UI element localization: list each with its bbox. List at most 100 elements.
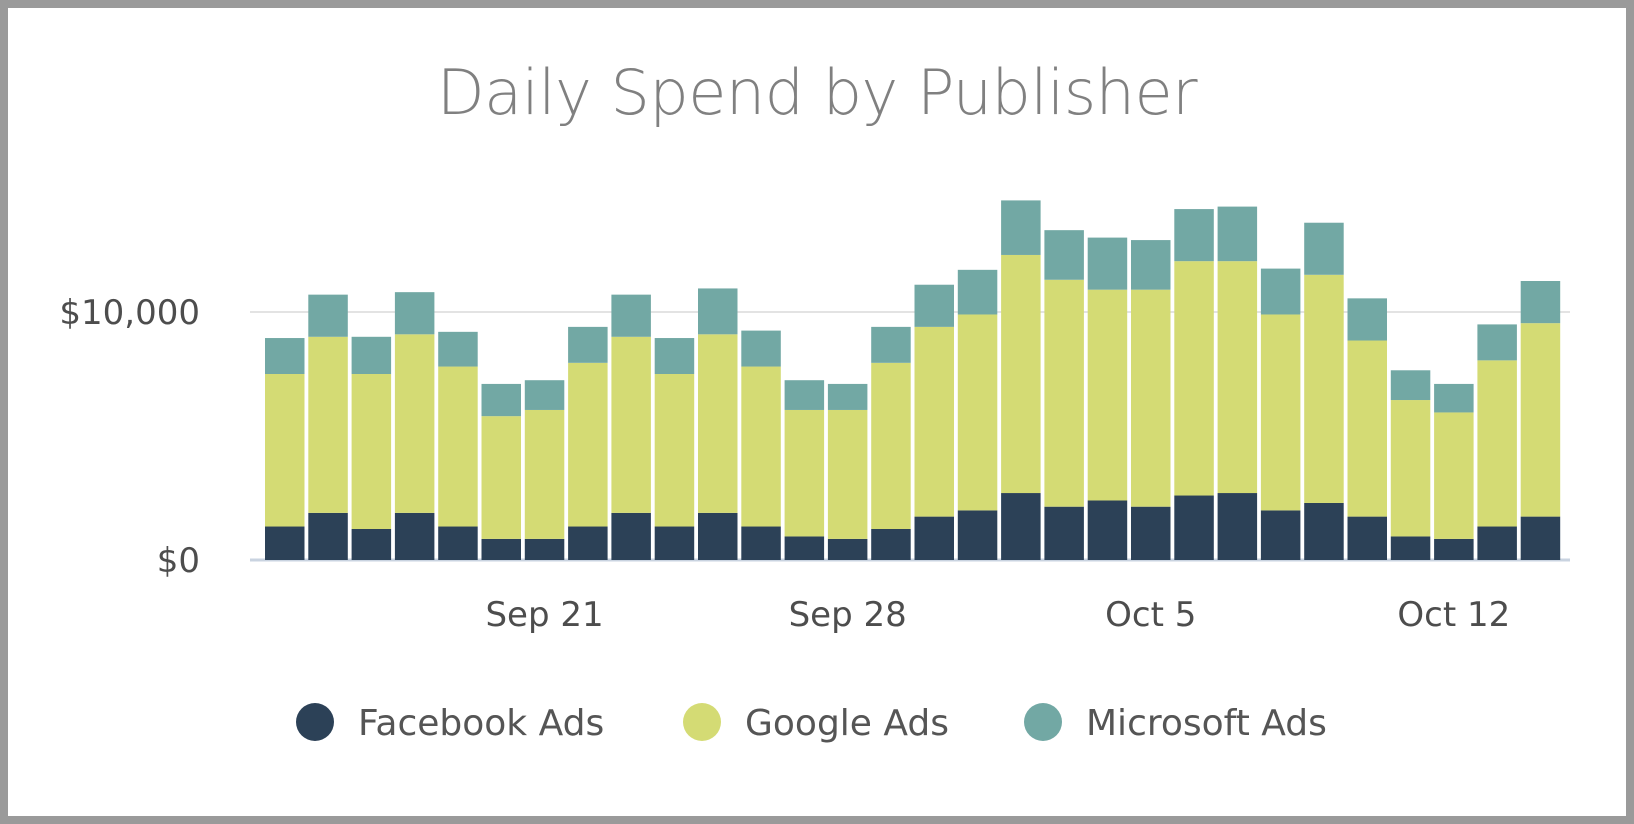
bar-facebook-ads	[265, 526, 305, 560]
bar-facebook-ads	[611, 512, 651, 560]
bar-google-ads	[568, 362, 608, 527]
bar-facebook-ads	[957, 510, 998, 560]
bar-microsoft-ads	[1087, 237, 1128, 290]
bar-google-ads	[1390, 400, 1431, 537]
bar-microsoft-ads	[265, 338, 305, 374]
legend-item: Microsoft Ads	[1024, 703, 1327, 744]
bar-facebook-ads	[1434, 538, 1474, 560]
x-tick-label: Sep 21	[485, 595, 603, 635]
bar-microsoft-ads	[1217, 206, 1258, 262]
bar-microsoft-ads	[1001, 200, 1041, 255]
bar-facebook-ads	[1390, 536, 1431, 560]
bar-facebook-ads	[1001, 493, 1041, 560]
bar-microsoft-ads	[568, 326, 608, 363]
bar-microsoft-ads	[1131, 240, 1171, 290]
legend-item: Facebook Ads	[296, 703, 604, 744]
bar-facebook-ads	[438, 526, 478, 560]
bar-facebook-ads	[1347, 516, 1387, 560]
bar-google-ads	[1520, 323, 1561, 517]
bar-microsoft-ads	[1260, 268, 1301, 315]
bar-google-ads	[1087, 289, 1128, 501]
chart-title: Daily Spend by Publisher	[436, 56, 1198, 129]
bar-google-ads	[957, 314, 998, 511]
bar-google-ads	[481, 416, 521, 539]
bar-facebook-ads	[654, 526, 695, 560]
x-tick-label: Oct 5	[1105, 595, 1196, 635]
bar-microsoft-ads	[1044, 230, 1084, 280]
bar-google-ads	[784, 409, 825, 537]
bar-microsoft-ads	[394, 292, 435, 335]
bar-google-ads	[1304, 274, 1344, 503]
y-tick-label: $10,000	[59, 293, 200, 333]
bar-facebook-ads	[1260, 510, 1301, 560]
bar-facebook-ads	[698, 512, 738, 560]
bar-facebook-ads	[568, 526, 608, 560]
bar-microsoft-ads	[1520, 281, 1561, 324]
bar-google-ads	[1044, 279, 1084, 507]
bar-facebook-ads	[1044, 506, 1084, 560]
bar-facebook-ads	[481, 538, 521, 560]
bar-facebook-ads	[1520, 516, 1561, 560]
bar-microsoft-ads	[1390, 370, 1431, 401]
legend: Facebook Ads Google Ads Microsoft Ads	[296, 703, 1327, 744]
legend-label: Facebook Ads	[358, 703, 604, 744]
bar-facebook-ads	[1477, 526, 1517, 560]
bar-facebook-ads	[827, 538, 868, 560]
bar-google-ads	[698, 334, 738, 513]
bar-microsoft-ads	[914, 284, 954, 327]
bar-google-ads	[1434, 412, 1474, 539]
bar-microsoft-ads	[1347, 298, 1387, 341]
bar-microsoft-ads	[957, 269, 998, 315]
bar-google-ads	[1260, 314, 1301, 511]
bar-microsoft-ads	[827, 383, 868, 410]
bar-facebook-ads	[524, 538, 565, 560]
bar-facebook-ads	[1087, 500, 1128, 560]
bar-facebook-ads	[351, 529, 392, 560]
bar-google-ads	[1174, 261, 1214, 496]
x-tick-label: Oct 12	[1397, 595, 1510, 635]
bar-microsoft-ads	[784, 380, 825, 410]
bar-microsoft-ads	[741, 330, 781, 367]
bar-facebook-ads	[1217, 493, 1258, 560]
bar-google-ads	[351, 374, 392, 529]
bar-microsoft-ads	[611, 294, 651, 337]
bar-facebook-ads	[871, 529, 911, 560]
x-tick-label: Sep 28	[789, 595, 907, 635]
bar-facebook-ads	[741, 526, 781, 560]
bar-microsoft-ads	[871, 326, 911, 363]
bar-google-ads	[741, 366, 781, 527]
bar-google-ads	[1001, 254, 1041, 494]
bar-google-ads	[871, 362, 911, 529]
bar-facebook-ads	[394, 512, 435, 560]
y-tick-label: $0	[157, 541, 200, 581]
bar-google-ads	[827, 409, 868, 539]
bar-facebook-ads	[784, 536, 825, 560]
bar-facebook-ads	[1131, 506, 1171, 560]
bar-facebook-ads	[1304, 502, 1344, 560]
legend-item: Google Ads	[683, 703, 949, 744]
bar-facebook-ads	[914, 516, 954, 560]
bar-microsoft-ads	[438, 331, 478, 367]
bar-google-ads	[1217, 261, 1258, 494]
bar-microsoft-ads	[351, 336, 392, 374]
legend-swatch	[683, 703, 721, 741]
bar-microsoft-ads	[1174, 209, 1214, 262]
bar-google-ads	[394, 334, 435, 513]
bar-microsoft-ads	[1434, 383, 1474, 413]
axes: $0 $10,000 Sep 21 Sep 28 Oct 5 Oct 12	[59, 293, 1510, 635]
bar-microsoft-ads	[654, 338, 695, 374]
bar-microsoft-ads	[1477, 324, 1517, 361]
bar-microsoft-ads	[698, 288, 738, 335]
bar-facebook-ads	[308, 512, 348, 560]
bar-microsoft-ads	[524, 380, 565, 410]
bar-google-ads	[438, 366, 478, 527]
bar-microsoft-ads	[1304, 222, 1344, 275]
bar-google-ads	[914, 326, 954, 517]
bar-google-ads	[524, 409, 565, 539]
legend-label: Google Ads	[745, 703, 949, 744]
bar-google-ads	[1477, 360, 1517, 527]
bar-google-ads	[1347, 340, 1387, 517]
legend-label: Microsoft Ads	[1086, 703, 1327, 744]
legend-swatch	[1024, 703, 1062, 741]
